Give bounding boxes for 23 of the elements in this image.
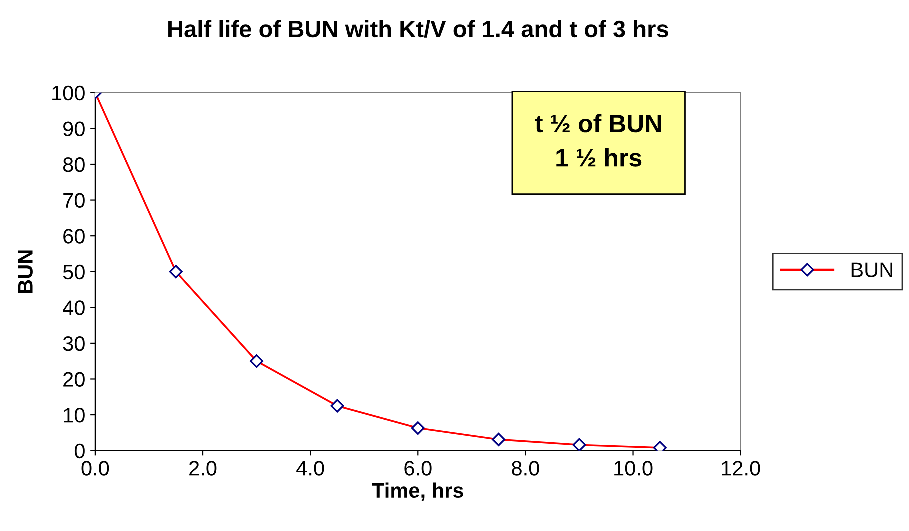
- y-tick-label: 20: [64, 372, 85, 387]
- y-tick-label: 70: [64, 193, 85, 208]
- y-tick-label: 80: [63, 158, 85, 172]
- legend-label: BUN: [852, 262, 892, 278]
- y-tick-label: 100: [52, 86, 85, 101]
- x-tick-label: 6.0: [404, 461, 432, 476]
- x-tick-label: 2.0: [190, 461, 217, 476]
- y-axis-title: BUN: [18, 250, 33, 294]
- x-tick-label: 8.0: [512, 461, 540, 476]
- x-tick-label: 10.0: [614, 461, 653, 476]
- y-tick-label: 10: [64, 408, 85, 423]
- y-tick-label: 30: [63, 336, 85, 352]
- annotation: t ½ of BUN 1 ½ hrs: [535, 114, 662, 167]
- chart-title: Half life of BUN with Kt/V of 1.4 and t of 3 hrs: [168, 20, 668, 38]
- x-axis-title: Time, hrs: [372, 482, 464, 502]
- y-tick-label: 50: [63, 264, 85, 280]
- x-tick-label: 12.0: [722, 461, 760, 476]
- y-tick-label: 90: [64, 122, 85, 136]
- x-tick-label: 0.0: [82, 461, 110, 476]
- y-tick-label: 40: [63, 300, 85, 316]
- y-tick-label: 0: [74, 444, 85, 459]
- x-tick-label: 4.0: [296, 461, 324, 476]
- y-tick-label: 60: [64, 229, 85, 244]
